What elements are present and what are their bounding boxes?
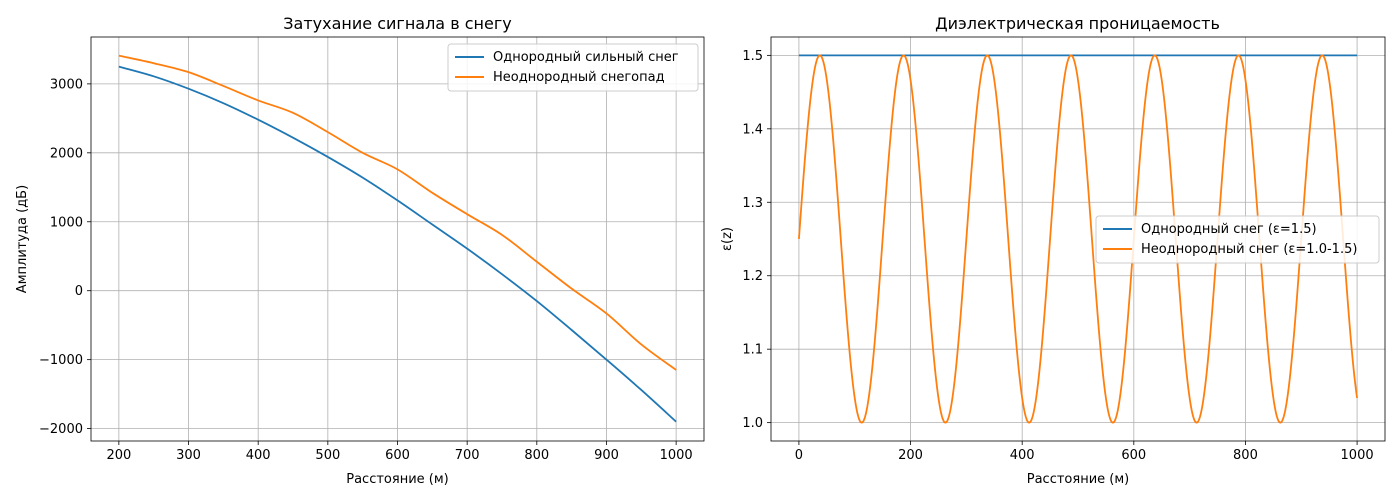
plot-frame <box>770 36 1386 442</box>
y-tick-label: 1.3 <box>742 196 763 211</box>
chart-title: Затухание сигнала в снегу <box>283 14 511 33</box>
x-tick-label: 1000 <box>660 448 693 463</box>
x-tick-label: 400 <box>1010 448 1035 463</box>
grid <box>91 37 704 441</box>
chart-title: Диэлектрическая проницаемость <box>935 14 1220 33</box>
y-tick-label: 0 <box>75 284 83 299</box>
x-tick-label: 800 <box>1233 448 1258 463</box>
x-tick-label: 900 <box>594 448 619 463</box>
legend-box <box>447 43 699 92</box>
series-line-heterogeneous <box>118 54 677 371</box>
y-tick-label: 3000 <box>50 77 83 92</box>
x-tick-label: 1000 <box>1341 448 1374 463</box>
legend-label-homogeneous: Однородный снег (ε=1.5) <box>1141 222 1317 237</box>
y-tick-label: −2000 <box>39 422 83 437</box>
x-tick-label: 700 <box>455 448 480 463</box>
x-tick-label: 200 <box>106 448 131 463</box>
data-lines <box>118 54 677 423</box>
series-line-heterogeneous <box>798 54 1358 424</box>
y-tick-label: 1.5 <box>742 49 763 64</box>
legend-label-homogeneous: Однородный сильный снег <box>493 50 679 65</box>
y-tick-label: 1.0 <box>742 416 763 431</box>
x-tick-label: 500 <box>315 448 340 463</box>
y-axis-label: Амплитуда (дБ) <box>15 185 30 293</box>
y-tick-label: 1.4 <box>742 122 763 137</box>
y-tick-label: 1000 <box>50 215 83 230</box>
chart-signal-attenuation: Затухание сигнала в снегу 200 300 400 500 60… <box>15 14 705 487</box>
axis-ticks: 200 300 400 500 600 700 800 900 1000 −2000 −1000 0 1… <box>39 77 693 463</box>
axis-ticks: 0 200 400 600 800 1000 1.0 1.1 1.2 1.3 1.4 1.5 <box>742 49 1373 463</box>
y-axis-label: ε(z) <box>720 227 735 251</box>
y-tick-label: 1.2 <box>742 269 763 284</box>
x-tick-label: 800 <box>524 448 549 463</box>
x-tick-label: 400 <box>246 448 271 463</box>
x-axis-label: Расстояние (м) <box>1027 472 1129 487</box>
x-tick-label: 600 <box>1121 448 1146 463</box>
x-tick-label: 300 <box>176 448 201 463</box>
data-lines <box>798 54 1358 424</box>
y-tick-label: 2000 <box>50 146 83 161</box>
x-tick-label: 600 <box>385 448 410 463</box>
legend-box <box>1095 215 1380 264</box>
legend: Однородный снег (ε=1.5) Неоднородный сне… <box>1095 215 1380 264</box>
legend: Однородный сильный снег Неоднородный сне… <box>447 43 699 92</box>
y-tick-label: 1.1 <box>742 343 763 358</box>
series-line-homogeneous <box>118 65 677 423</box>
legend-label-heterogeneous: Неоднородный снег (ε=1.0-1.5) <box>1141 242 1357 257</box>
y-tick-label: −1000 <box>39 353 83 368</box>
x-axis-label: Расстояние (м) <box>346 472 448 487</box>
x-tick-label: 0 <box>795 448 803 463</box>
x-tick-label: 200 <box>898 448 923 463</box>
chart-permittivity: Диэлектрическая проницаемость 0 200 400 600… <box>720 14 1386 487</box>
legend-label-heterogeneous: Неоднородный снегопад <box>493 70 665 85</box>
